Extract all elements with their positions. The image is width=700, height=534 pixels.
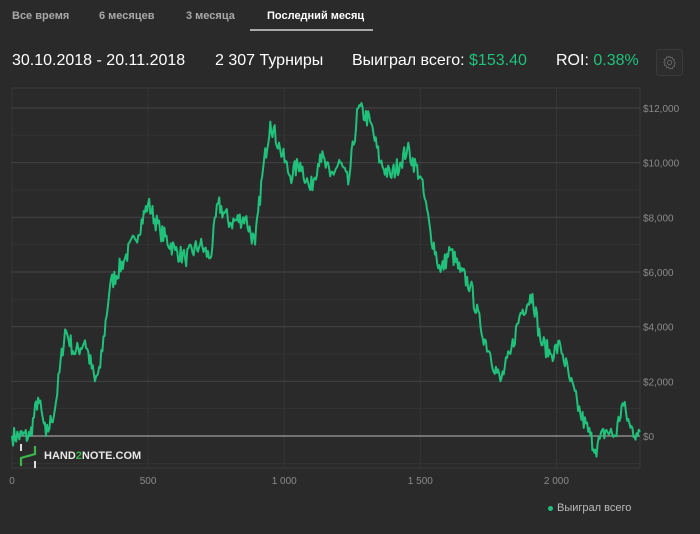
legend-dot — [548, 505, 553, 511]
y-tick-label: $10,000 — [643, 159, 680, 170]
won-label: Выиграл всего: — [352, 52, 465, 69]
tournament-count: 2 307 Турниры — [215, 52, 324, 69]
period-tabs: Все время 6 месяцев 3 месяца Последний м… — [0, 0, 700, 32]
logo-icon — [19, 444, 37, 468]
tab-last-month[interactable]: Последний месяц — [267, 10, 365, 22]
logo-text: HAND2NOTE.COM — [44, 450, 142, 462]
x-tick-label: 1 000 — [272, 476, 297, 487]
chart-legend[interactable]: Выиграл всего — [548, 502, 631, 514]
y-tick-label: $6,000 — [643, 268, 674, 279]
x-tick-label: 1 500 — [408, 476, 433, 487]
x-tick-label: 500 — [140, 476, 157, 487]
won-total: Выиграл всего: $153.40 — [352, 52, 527, 70]
series-line-total-won — [11, 102, 641, 458]
roi: ROI: 0.38% — [556, 52, 639, 70]
y-tick-label: $0 — [643, 432, 655, 443]
y-tick-label: $12,000 — [643, 104, 680, 115]
settings-button[interactable] — [656, 49, 683, 76]
tab-3-months[interactable]: 3 месяца — [186, 10, 235, 22]
plot-frame — [11, 87, 641, 469]
tab-all-time[interactable]: Все время — [12, 10, 70, 22]
x-tick-label: 0 — [9, 476, 15, 487]
legend-label: Выиграл всего — [557, 502, 632, 514]
roi-value: 0.38% — [593, 52, 639, 69]
gear-icon — [663, 55, 676, 70]
tab-6-months[interactable]: 6 месяцев — [99, 10, 155, 22]
won-value: $153.40 — [469, 52, 527, 69]
y-tick-label: $2,000 — [643, 377, 674, 388]
active-tab-indicator — [250, 29, 373, 31]
x-tick-label: 2 000 — [544, 476, 569, 487]
profit-chart: 0 500 1 000 1 500 2 000 $0 $2,000 $4,000 $6,000 $… — [9, 87, 680, 487]
roi-label: ROI: — [556, 52, 589, 69]
y-tick-label: $8,000 — [643, 213, 674, 224]
hand2note-logo: HAND2NOTE.COM — [18, 443, 141, 469]
date-range: 30.10.2018 - 20.11.2018 — [12, 52, 186, 69]
y-tick-label: $4,000 — [643, 323, 674, 334]
